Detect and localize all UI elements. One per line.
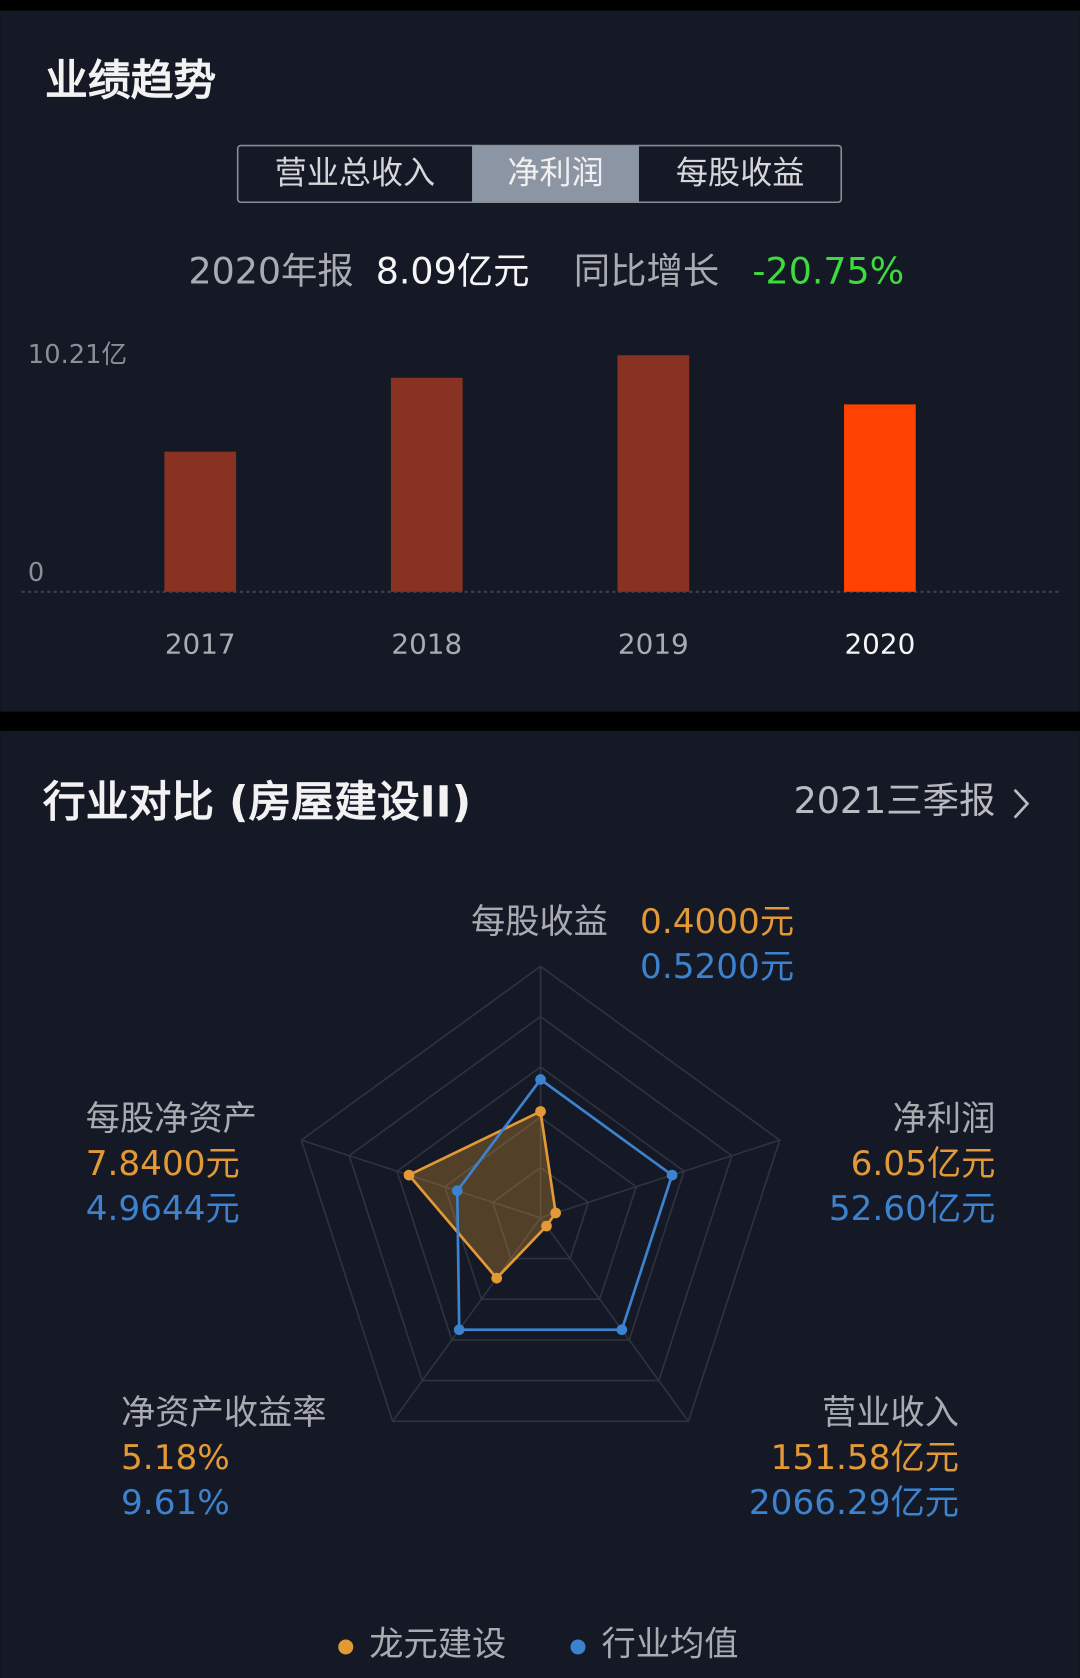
indicator-value: 6.05亿元	[851, 1144, 996, 1184]
indicator-label: 每股收益	[471, 902, 608, 942]
radar-point	[453, 1324, 465, 1336]
indicator-value: 2066.29亿元	[749, 1483, 959, 1523]
legend-label: 龙元建设	[369, 1624, 506, 1664]
indicator-value: 52.60亿元	[829, 1189, 995, 1229]
indicator-value: 4.9644元	[86, 1189, 240, 1229]
legend-swatch	[570, 1639, 586, 1655]
radar-area	[455, 1077, 674, 1332]
summary-growth: -20.75%	[752, 249, 904, 292]
radar-point	[403, 1169, 415, 1181]
indicator-value: 9.61%	[121, 1483, 230, 1523]
radar-point	[535, 1106, 546, 1117]
radar-spoke	[392, 1217, 542, 1422]
indicator-value: 0.4000元	[640, 902, 794, 942]
x-tick-label: 2017	[165, 627, 236, 660]
radar-ring	[396, 1065, 685, 1341]
x-tick-label: 2019	[618, 627, 689, 660]
radar-point	[451, 1185, 463, 1197]
chevron-icon[interactable]	[1013, 788, 1030, 819]
radar-area	[406, 1109, 558, 1281]
legend-label: 行业均值	[602, 1624, 739, 1664]
radar-point	[491, 1272, 503, 1284]
indicator-value: 151.58亿元	[771, 1438, 959, 1478]
tab[interactable]: 净利润	[507, 153, 603, 191]
radar-point	[666, 1169, 678, 1181]
tab-bar: 营业总收入 净利润 每股收益	[236, 144, 843, 204]
bar	[844, 404, 916, 592]
tab[interactable]: 每股收益	[676, 153, 804, 191]
radar-spoke	[539, 1217, 690, 1422]
radar-ring	[348, 1015, 733, 1382]
legend-swatch	[338, 1639, 354, 1655]
radar-spoke	[540, 1139, 780, 1219]
indicator-value: 0.5200元	[640, 947, 794, 987]
radar-point	[616, 1324, 628, 1336]
summary-value: 8.09亿元	[376, 249, 530, 292]
tab[interactable]: 营业总收入	[275, 153, 435, 191]
indicator-value: 5.18%	[121, 1438, 230, 1478]
trend-panel	[0, 10, 1080, 712]
radar-ring	[443, 1116, 638, 1301]
indicator-label: 每股净资产	[86, 1099, 257, 1139]
x-tick-label: 2018	[391, 627, 462, 660]
indicator-label: 净利润	[893, 1099, 996, 1139]
summary-period: 2020年报	[188, 249, 353, 292]
indicator-value: 7.8400元	[86, 1144, 240, 1184]
y-tick-label: 10.21亿	[28, 340, 127, 370]
bar	[164, 451, 237, 592]
radar-point	[550, 1207, 562, 1219]
bar	[617, 355, 690, 592]
radar-ring	[300, 965, 781, 1423]
radar-point	[541, 1220, 552, 1232]
indicator-label: 营业收入	[822, 1393, 959, 1433]
compare-title: 行业对比 (房屋建设II)	[43, 777, 471, 827]
period-selector[interactable]: 2021三季报	[794, 779, 996, 822]
y-tick-label: 0	[28, 558, 44, 588]
tab-active-bg	[472, 145, 639, 203]
x-tick-label: 2020	[844, 627, 915, 660]
tab-border	[236, 144, 843, 204]
bar	[390, 377, 463, 592]
indicator-label: 净资产收益率	[121, 1393, 326, 1433]
radar-ring	[491, 1166, 590, 1260]
summary-growth-label: 同比增长	[574, 249, 720, 292]
section-title: 业绩趋势	[45, 56, 216, 106]
radar-spoke	[301, 1139, 541, 1219]
radar-point	[535, 1074, 546, 1085]
